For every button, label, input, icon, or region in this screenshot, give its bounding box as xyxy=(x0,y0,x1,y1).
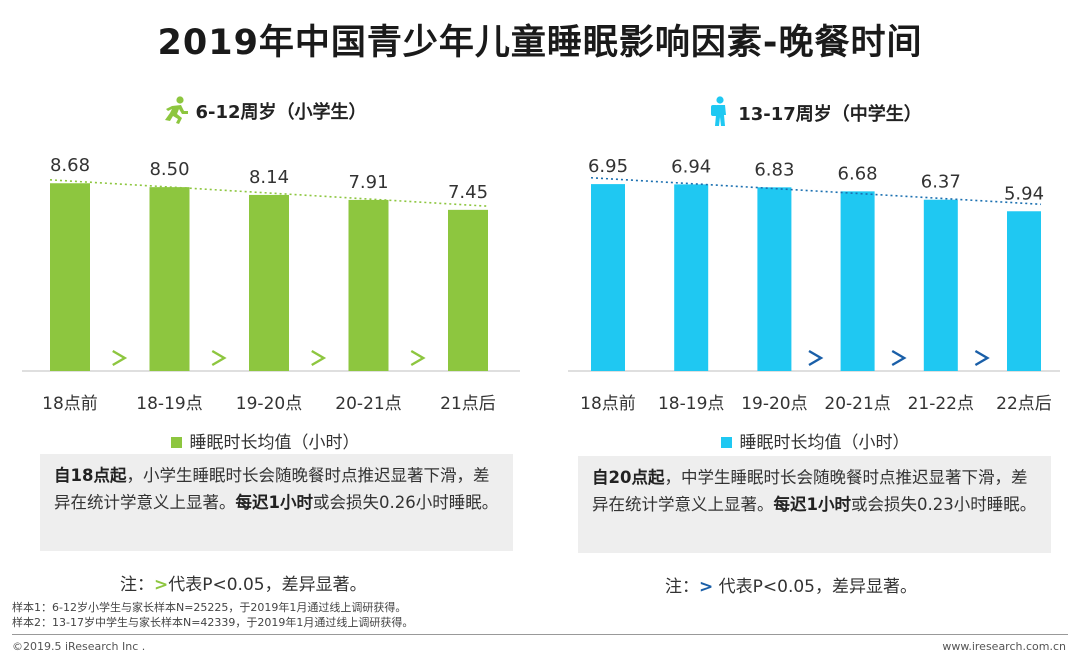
bar xyxy=(348,199,389,371)
data-label: 5.94 xyxy=(1004,183,1044,204)
bar xyxy=(923,199,958,371)
category-label: 21点后 xyxy=(440,394,496,414)
footer-divider xyxy=(12,634,1068,635)
significance-note: 注：> 代表P<0.05，差异显著。 xyxy=(665,577,918,597)
category-label: 19-20点 xyxy=(236,394,302,414)
category-label: 18-19点 xyxy=(658,394,724,414)
bar xyxy=(674,184,709,371)
bar xyxy=(591,184,625,371)
bar-chart-secondary: 6.95 18点前 6.94 18-19点 6.83 19-20点 6.68 20-21点 6.… xyxy=(568,156,1060,414)
footnote: 样本2：13-17岁中学生与家长样本N=42339，于2019年1月通过线上调研… xyxy=(12,616,414,629)
data-label: 7.45 xyxy=(448,182,488,203)
panel-title: 13-17周岁（中学生） xyxy=(550,96,1080,126)
significance-mark xyxy=(891,349,907,367)
category-label: 21-22点 xyxy=(908,394,974,414)
data-label: 6.95 xyxy=(588,156,628,177)
bar xyxy=(1007,211,1041,371)
category-label: 22点后 xyxy=(996,394,1052,414)
copyright: ©2019.5 iResearch Inc . xyxy=(12,640,146,653)
bar xyxy=(840,191,875,371)
student-backpack-icon xyxy=(711,96,727,126)
category-label: 20-21点 xyxy=(824,394,890,414)
significance-mark xyxy=(211,349,227,367)
legend-swatch xyxy=(170,437,182,448)
data-label: 8.14 xyxy=(249,167,289,188)
category-label: 18点前 xyxy=(580,394,636,414)
data-label: 6.94 xyxy=(671,156,711,177)
footnotes: 样本1：6-12岁小学生与家长样本N=25225，于2019年1月通过线上调研获… xyxy=(12,600,413,630)
bar xyxy=(149,187,190,371)
conclusion-box: 自18点起，小学生睡眠时长会随晚餐时点推迟显著下滑，差异在统计学意义上显著。每迟… xyxy=(40,454,513,551)
trendline xyxy=(590,176,1042,206)
panel-title: 6-12周岁（小学生） xyxy=(0,96,530,124)
category-label: 20-21点 xyxy=(335,394,401,414)
legend-swatch xyxy=(720,437,732,448)
significance-mark xyxy=(974,349,990,367)
running-child-icon xyxy=(165,96,189,124)
data-label: 8.50 xyxy=(149,159,189,180)
bar xyxy=(50,183,90,371)
bar xyxy=(249,194,289,371)
legend: 睡眠时长均值（小时） xyxy=(550,428,1080,453)
significance-mark xyxy=(808,349,824,367)
bar xyxy=(448,209,488,371)
website-link[interactable]: www.iresearch.com.cn xyxy=(942,640,1066,653)
legend: 睡眠时长均值（小时） xyxy=(0,428,530,453)
significance-note: 注：>代表P<0.05，差异显著。 xyxy=(120,575,367,595)
data-label: 7.91 xyxy=(348,172,388,193)
data-label: 6.83 xyxy=(754,159,794,180)
bar xyxy=(757,187,792,371)
significance-mark xyxy=(410,349,426,367)
data-label: 8.68 xyxy=(50,155,90,176)
footnote: 样本1：6-12岁小学生与家长样本N=25225，于2019年1月通过线上调研获… xyxy=(12,601,407,614)
page-title: 2019年中国青少年儿童睡眠影响因素-晚餐时间 xyxy=(157,23,923,63)
conclusion-box: 自20点起，中学生睡眠时长会随晚餐时点推迟显著下滑，差异在统计学意义上显著。每迟… xyxy=(578,456,1051,553)
trendline xyxy=(49,179,489,208)
category-label: 18-19点 xyxy=(136,394,202,414)
data-label: 6.37 xyxy=(921,172,961,193)
category-label: 19-20点 xyxy=(741,394,807,414)
category-label: 18点前 xyxy=(42,394,98,414)
significance-mark xyxy=(112,349,128,367)
bar-chart-primary: 8.68 18点前 8.50 18-19点 8.14 19-20点 7.91 20-21点 7.… xyxy=(22,155,520,414)
data-label: 6.68 xyxy=(838,163,878,184)
significance-mark xyxy=(311,349,327,367)
